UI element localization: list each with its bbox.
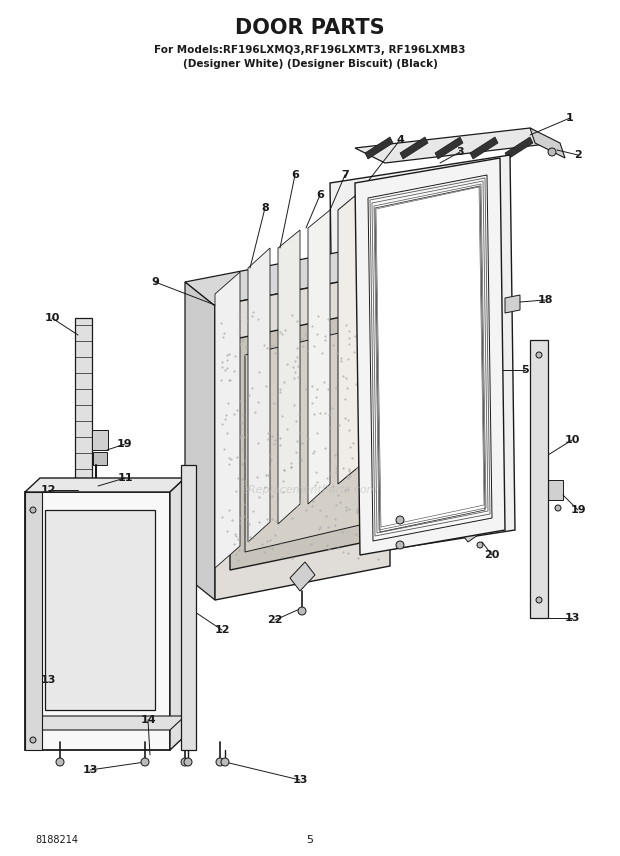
Polygon shape [308, 210, 330, 504]
Text: 13: 13 [564, 613, 580, 623]
Polygon shape [45, 510, 155, 710]
Polygon shape [368, 175, 492, 541]
Circle shape [184, 758, 192, 766]
Circle shape [216, 758, 224, 766]
Polygon shape [470, 137, 498, 159]
Polygon shape [345, 180, 500, 530]
Polygon shape [530, 128, 565, 158]
Polygon shape [25, 492, 42, 750]
Text: 10: 10 [44, 313, 60, 323]
Polygon shape [248, 248, 270, 542]
Circle shape [396, 541, 404, 549]
Circle shape [141, 758, 149, 766]
Text: 3: 3 [456, 147, 464, 157]
Text: 6: 6 [291, 170, 299, 180]
Polygon shape [25, 716, 185, 730]
Polygon shape [365, 137, 393, 159]
Polygon shape [375, 186, 485, 532]
Polygon shape [505, 295, 520, 313]
Circle shape [181, 758, 189, 766]
Polygon shape [170, 478, 185, 750]
Polygon shape [435, 137, 463, 159]
Polygon shape [355, 128, 555, 163]
Text: 10: 10 [564, 435, 580, 445]
Circle shape [548, 148, 556, 156]
Text: 1: 1 [566, 113, 574, 123]
Text: 12: 12 [215, 625, 230, 635]
Text: 11: 11 [117, 473, 133, 483]
Text: 7: 7 [341, 170, 349, 180]
Text: 5: 5 [306, 835, 314, 845]
Text: 19: 19 [117, 439, 133, 449]
Polygon shape [460, 520, 485, 542]
Circle shape [30, 737, 36, 743]
Circle shape [555, 505, 561, 511]
Circle shape [56, 758, 64, 766]
Polygon shape [25, 478, 185, 492]
Polygon shape [92, 430, 108, 450]
Polygon shape [181, 465, 196, 750]
Polygon shape [245, 328, 360, 552]
Circle shape [536, 597, 542, 603]
Text: 20: 20 [484, 550, 500, 560]
Polygon shape [355, 158, 505, 555]
Circle shape [536, 352, 542, 358]
Text: DOOR PARTS: DOOR PARTS [235, 18, 385, 38]
Text: 13: 13 [292, 775, 308, 785]
Text: eReplacementParts.com: eReplacementParts.com [242, 485, 378, 495]
Text: 13: 13 [82, 765, 98, 775]
Polygon shape [330, 155, 515, 558]
Polygon shape [400, 137, 428, 159]
Polygon shape [338, 190, 362, 484]
Polygon shape [215, 272, 390, 600]
Circle shape [477, 542, 483, 548]
Polygon shape [290, 562, 315, 591]
Circle shape [30, 507, 36, 513]
Polygon shape [25, 492, 170, 750]
Polygon shape [215, 272, 240, 568]
Text: For Models:RF196LXMQ3,RF196LXMT3, RF196LXMB3: For Models:RF196LXMQ3,RF196LXMT3, RF196L… [154, 45, 466, 55]
Circle shape [221, 758, 229, 766]
Text: 22: 22 [267, 615, 283, 625]
Text: 12: 12 [40, 485, 56, 495]
Text: 9: 9 [151, 277, 159, 287]
Polygon shape [75, 318, 92, 672]
Text: 19: 19 [570, 505, 586, 515]
Text: 4: 4 [396, 135, 404, 145]
Text: 15: 15 [422, 535, 438, 545]
Text: 13: 13 [40, 675, 56, 685]
Text: 5: 5 [521, 365, 529, 375]
Polygon shape [93, 452, 107, 465]
Polygon shape [548, 480, 563, 500]
Circle shape [396, 516, 404, 524]
Text: 2: 2 [574, 150, 582, 160]
Polygon shape [230, 310, 375, 570]
Polygon shape [90, 480, 102, 492]
Polygon shape [530, 340, 548, 618]
Text: 8188214: 8188214 [35, 835, 78, 845]
Text: 18: 18 [538, 295, 553, 305]
Polygon shape [505, 137, 533, 159]
Polygon shape [185, 248, 390, 306]
Polygon shape [185, 282, 215, 600]
Text: 14: 14 [140, 715, 156, 725]
Polygon shape [278, 230, 300, 524]
Text: 8: 8 [261, 203, 269, 213]
Text: 6: 6 [316, 190, 324, 200]
Circle shape [298, 607, 306, 615]
Text: (Designer White) (Designer Biscuit) (Black): (Designer White) (Designer Biscuit) (Bla… [182, 59, 438, 69]
